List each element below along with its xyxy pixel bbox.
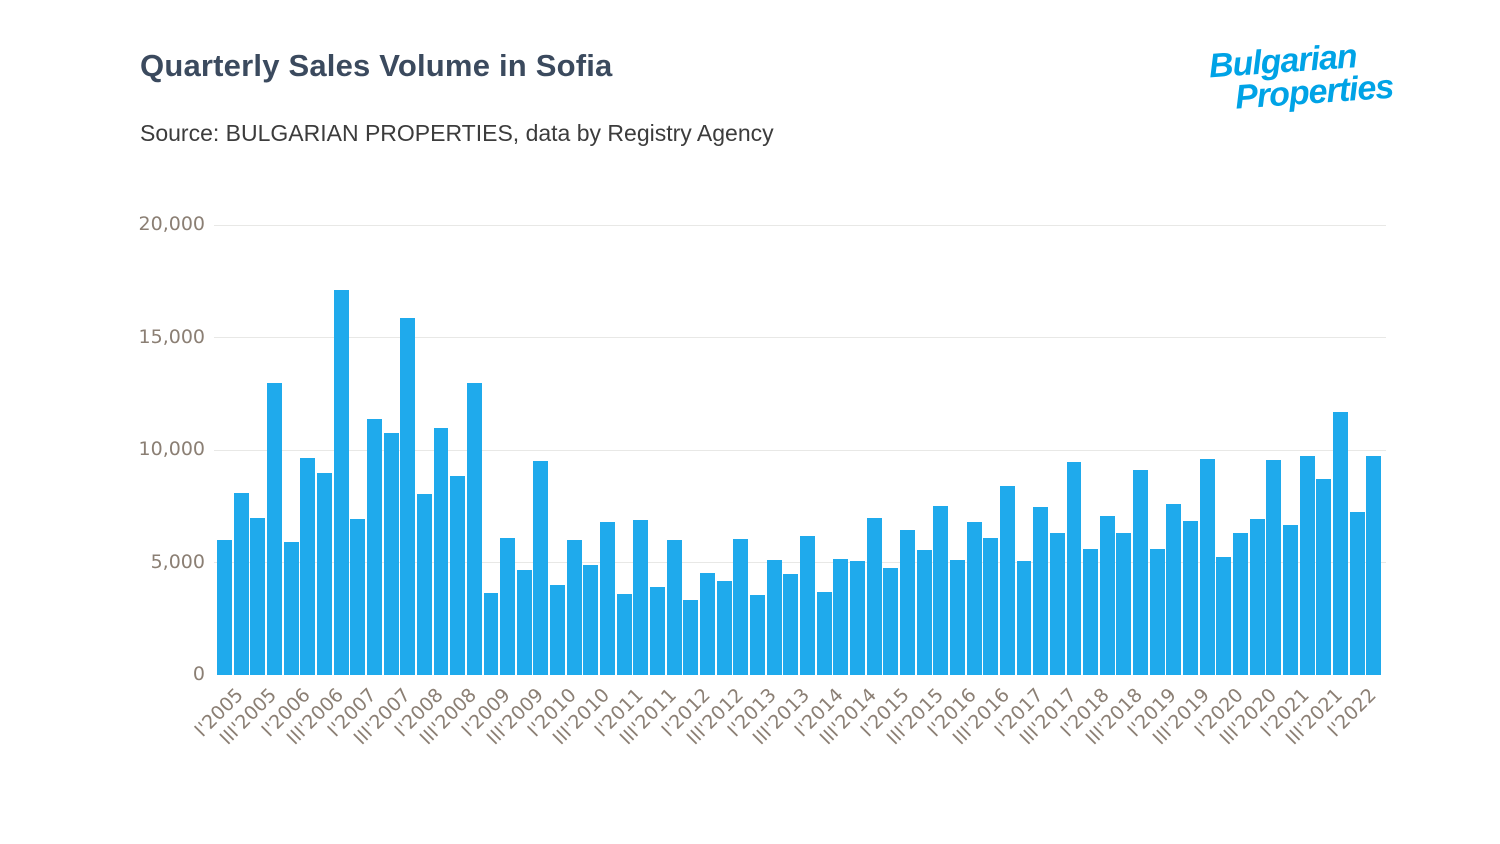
- bar: [483, 592, 499, 675]
- y-tick-label: 20,000: [138, 213, 205, 235]
- bar: [433, 427, 449, 675]
- bar: [1316, 479, 1332, 675]
- bar: [533, 461, 549, 675]
- y-tick-label: 0: [192, 663, 205, 685]
- bar: [683, 599, 699, 675]
- source-note: Source: BULGARIAN PROPERTIES, data by Re…: [140, 120, 774, 146]
- bar: [816, 591, 832, 675]
- bar: [1299, 455, 1315, 675]
- bar: [566, 540, 582, 675]
- y-tick-label: 15,000: [138, 325, 205, 348]
- bar: [350, 518, 366, 675]
- bar: [1183, 520, 1199, 675]
- gridline: [214, 337, 1386, 338]
- bar: [999, 486, 1015, 675]
- bar: [633, 519, 649, 675]
- bar: [700, 572, 715, 675]
- bar: [1216, 556, 1232, 675]
- bar: [1133, 470, 1149, 675]
- page-title: Quarterly Sales Volume in Sofia: [140, 48, 613, 83]
- bar: [1249, 518, 1265, 675]
- bar: [916, 550, 932, 675]
- bar: [1366, 455, 1382, 675]
- bar: [650, 587, 666, 675]
- bar: [450, 475, 466, 675]
- bar: [283, 542, 299, 675]
- bar: [949, 560, 965, 675]
- bar: [1049, 533, 1065, 675]
- y-tick-label: 5,000: [150, 550, 205, 573]
- bar: [1083, 549, 1099, 675]
- bar: [583, 564, 599, 675]
- bar: [849, 560, 865, 675]
- bar: [750, 595, 765, 675]
- bar: [933, 506, 949, 675]
- bar: [466, 382, 482, 675]
- bar: [883, 568, 899, 675]
- bar: [383, 433, 399, 675]
- bar: [217, 540, 232, 675]
- bar: [1199, 459, 1215, 675]
- bar: [1333, 411, 1348, 675]
- bar: [783, 573, 799, 675]
- bar: [983, 538, 999, 675]
- bar: [666, 540, 682, 675]
- bar: [866, 517, 882, 675]
- gridline: [214, 449, 1386, 451]
- bar: [966, 522, 982, 675]
- bar: [1349, 511, 1365, 675]
- bar: [1283, 525, 1298, 675]
- bar: [1116, 532, 1132, 675]
- bar: [400, 318, 416, 675]
- bar: [233, 492, 249, 675]
- bar: [1166, 504, 1182, 675]
- bar: [416, 493, 432, 675]
- gridline: [214, 224, 1386, 226]
- bar: [1233, 533, 1249, 675]
- bar: [333, 290, 349, 675]
- bar: [833, 559, 849, 675]
- bar: [600, 522, 616, 675]
- bar: [1099, 515, 1115, 675]
- bar: [266, 382, 282, 675]
- bar: [716, 580, 732, 675]
- bar: [616, 594, 632, 675]
- bar: [766, 560, 782, 675]
- bar: [550, 585, 566, 675]
- bar: [250, 517, 266, 675]
- bar: [366, 418, 382, 675]
- bar: [1266, 460, 1282, 675]
- bar: [500, 537, 516, 675]
- bar: [800, 535, 815, 675]
- bar: [316, 472, 332, 675]
- bar: [300, 457, 316, 675]
- bar: [1016, 561, 1032, 675]
- bar: [899, 529, 915, 675]
- bar: [1066, 462, 1082, 675]
- bar: [733, 538, 749, 675]
- y-tick-label: 10,000: [138, 438, 205, 460]
- bar: [516, 570, 532, 675]
- bar: [1033, 507, 1049, 675]
- bar: [1149, 549, 1165, 675]
